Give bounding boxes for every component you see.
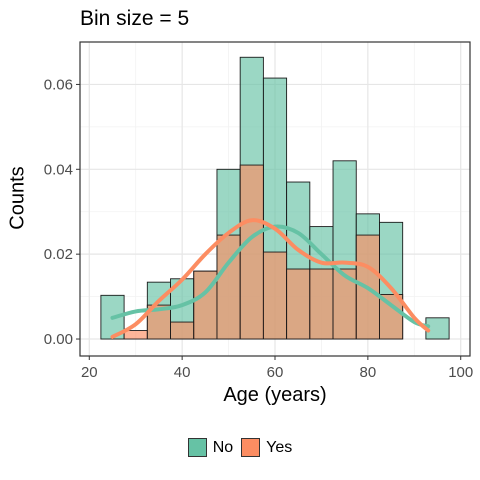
x-tick-label: 40 [174, 364, 191, 381]
density-line-yes [110, 218, 431, 339]
bar-yes [379, 294, 404, 340]
bar-yes [123, 330, 148, 340]
chart-title: Bin size = 5 [80, 7, 190, 30]
y-tick-label: 0.02 [44, 246, 73, 263]
bar-yes [309, 268, 334, 340]
x-tick-label: 20 [81, 364, 98, 381]
legend-label-no: No [212, 438, 234, 456]
legend-item-yes: Yes [241, 438, 292, 457]
legend-item-no: No [187, 438, 234, 457]
legend: No Yes [0, 438, 480, 457]
legend-label-yes: Yes [266, 438, 293, 456]
bar-yes [239, 164, 264, 340]
legend-swatch-no [187, 438, 207, 457]
x-axis-label: Age (years) [223, 384, 327, 406]
bar-no [425, 317, 450, 340]
x-tick-label: 60 [267, 364, 284, 381]
bar-yes [286, 268, 311, 340]
y-tick-label: 0.00 [44, 331, 73, 348]
y-tick-label: 0.06 [44, 76, 73, 93]
x-tick-label: 100 [448, 364, 473, 381]
bar-yes [262, 251, 288, 340]
bar-yes [170, 321, 195, 340]
x-tick-label: 80 [360, 364, 377, 381]
legend-swatch-yes [241, 438, 261, 457]
y-tick-label: 0.04 [44, 161, 73, 178]
